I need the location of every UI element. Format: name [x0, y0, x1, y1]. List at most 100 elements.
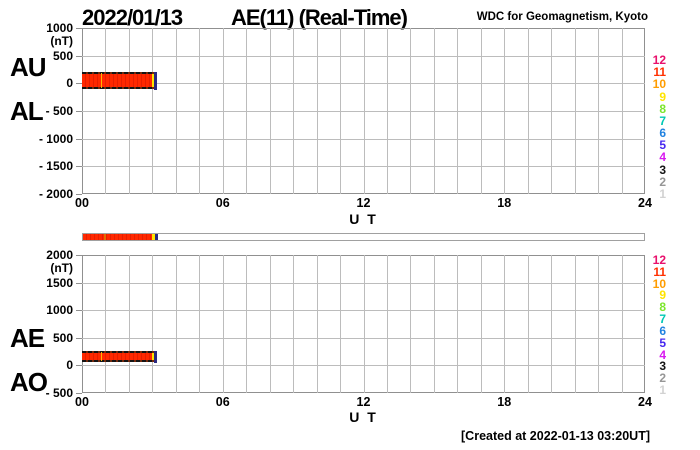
- y-tick: [76, 138, 82, 140]
- legend-station-count: 2: [659, 174, 666, 189]
- hour-gridline: [105, 255, 107, 393]
- legend-station-count: 3: [659, 359, 666, 374]
- hour-gridline: [152, 255, 154, 393]
- availability-segment: [152, 234, 155, 240]
- series-label-au: AU: [10, 52, 47, 82]
- y-tick-label: 2000: [46, 248, 73, 262]
- legend-station-count: 6: [659, 126, 666, 141]
- legend-station-count: 1: [659, 383, 666, 397]
- data-band-segment: [154, 350, 158, 364]
- y-tick: [76, 310, 82, 312]
- y-tick-label: 1000: [46, 303, 73, 318]
- x-axis-title: U T: [349, 211, 378, 227]
- data-band-marker: [100, 351, 103, 362]
- y-tick: [76, 166, 82, 168]
- y-tick-label: - 1000: [38, 131, 73, 146]
- series-label-ae: AE: [10, 323, 45, 353]
- y-tick: [76, 55, 82, 57]
- y-gridline: [82, 111, 645, 112]
- y-tick: [76, 83, 82, 85]
- legend-station-count: 9: [659, 288, 666, 303]
- y-tick-label: - 500: [45, 386, 73, 400]
- y-tick: [76, 365, 82, 367]
- legend-station-count: 10: [652, 77, 666, 92]
- y-axis-unit: (nT): [50, 261, 73, 275]
- data-band-segment: [154, 71, 158, 91]
- legend-station-count: 2: [659, 371, 666, 386]
- y-tick: [76, 393, 82, 394]
- hour-gridline: [410, 255, 412, 393]
- legend-station-count: 3: [659, 162, 666, 177]
- hour-gridline: [363, 255, 365, 393]
- x-tick-label: 18: [497, 395, 512, 409]
- y-gridline: [82, 282, 645, 284]
- legend-station-count: 12: [652, 253, 666, 267]
- legend-station-count: 5: [659, 335, 666, 350]
- data-band-bottom-edge: [82, 87, 155, 89]
- plot-source: WDC for Geomagnetism, Kyoto: [476, 11, 648, 23]
- y-gridline: [82, 55, 645, 57]
- y-axis-unit: (nT): [50, 34, 73, 48]
- x-axis-title: U T: [349, 409, 378, 425]
- y-tick-label: 500: [52, 48, 73, 63]
- y-gridline: [82, 166, 645, 168]
- y-tick-label: - 500: [45, 104, 73, 118]
- x-tick-label: 00: [75, 196, 89, 210]
- legend-station-count: 11: [653, 264, 666, 279]
- legend-station-count: 8: [659, 101, 666, 116]
- data-band-segment: [151, 351, 155, 362]
- legend-station-count: 7: [659, 113, 666, 128]
- availability-bar-frame: [82, 233, 645, 241]
- x-tick-label: 24: [638, 395, 652, 409]
- y-gridline: [82, 337, 645, 339]
- y-tick-label: - 2000: [38, 187, 73, 201]
- availability-segment: [83, 234, 153, 240]
- x-tick-label: 12: [356, 395, 371, 409]
- y-tick-label: - 1500: [38, 159, 73, 174]
- legend-station-count: 9: [659, 89, 666, 104]
- y-tick: [76, 28, 82, 29]
- legend-station-count: 4: [659, 150, 666, 165]
- y-tick-label: 0: [66, 358, 73, 373]
- y-gridline: [82, 310, 645, 312]
- y-tick-label: 1000: [46, 21, 73, 35]
- hour-gridline: [222, 255, 224, 393]
- y-tick: [76, 255, 82, 256]
- series-label-al: AL: [10, 96, 44, 126]
- legend-station-count: 8: [659, 300, 666, 315]
- y-tick-label: 0: [66, 76, 73, 91]
- hour-gridline: [246, 255, 248, 393]
- hour-gridline: [574, 255, 576, 393]
- hour-gridline: [457, 255, 459, 393]
- data-band-segment: [82, 72, 152, 89]
- hour-gridline: [128, 255, 130, 393]
- hour-gridline: [480, 255, 482, 393]
- hour-gridline: [504, 255, 506, 393]
- legend-station-count: 12: [652, 53, 666, 67]
- legend-station-count: 7: [659, 312, 666, 327]
- x-tick-label: 06: [215, 196, 230, 210]
- data-band-top-edge: [82, 350, 155, 353]
- data-band-bottom-edge: [82, 360, 155, 362]
- plot-date: 2022/01/13: [82, 5, 183, 30]
- y-tick: [76, 282, 82, 284]
- hour-gridline: [527, 255, 529, 393]
- hour-gridline: [175, 255, 177, 393]
- availability-segment: [154, 234, 158, 240]
- hour-gridline: [269, 255, 271, 393]
- legend-station-count: 11: [653, 65, 666, 80]
- hour-gridline: [551, 255, 553, 393]
- x-tick-label: 18: [497, 196, 512, 210]
- data-band-segment: [151, 72, 155, 89]
- hour-gridline: [386, 255, 388, 393]
- x-tick-label: 24: [638, 196, 652, 210]
- hour-gridline: [621, 255, 623, 393]
- y-tick: [76, 337, 82, 339]
- hour-gridline: [433, 255, 435, 393]
- hour-gridline: [340, 255, 342, 393]
- legend-station-count: 4: [659, 347, 666, 362]
